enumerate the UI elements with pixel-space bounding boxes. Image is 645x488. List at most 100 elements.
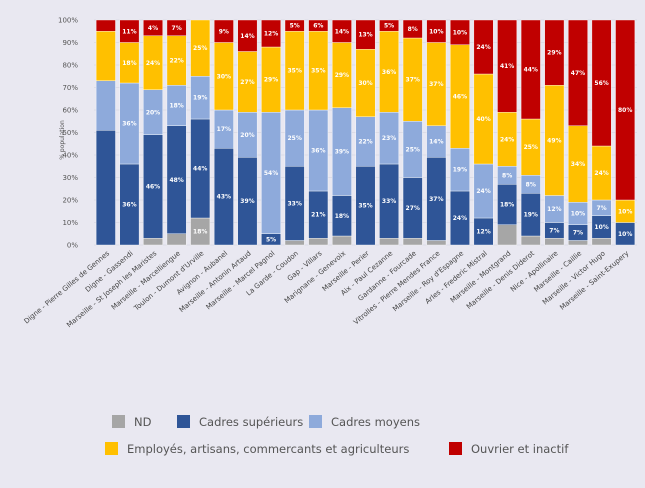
data-label: 44% [524,67,538,74]
y-tick-label: 60% [62,107,78,115]
bar-stack: 18% 39% 29% 14% [332,19,352,246]
data-label: 46% [453,94,467,101]
bar-segment [261,19,281,48]
bar-segment [213,19,234,43]
data-label: 18% [122,60,136,67]
data-label: 22% [169,58,183,65]
bar-stack: 27% 25% 37% 8% [402,19,423,246]
bar-segment [284,240,305,246]
data-label: 17% [217,126,231,133]
bar-segment [379,19,399,32]
data-label: 19% [193,95,207,102]
bar-segment [95,130,116,246]
data-label: 37% [429,81,443,88]
bar-segment [615,19,636,201]
legend-label: ND [134,415,152,429]
data-label: 56% [594,80,608,87]
x-tick-label: Marseille - St Joseph les Maristes [65,249,158,329]
y-tick-label: 90% [62,39,78,47]
legend-item: Cadres supérieurs [177,415,303,429]
data-label: 30% [358,80,372,87]
bar-stack [95,19,116,246]
legend-item: Employés, artisans, commercants et agric… [105,442,409,456]
bar-stack: 18% 8% 24% 41% [497,19,518,246]
legend-swatch [177,415,190,428]
y-tick-label: 80% [62,62,78,70]
bar-segment [332,235,352,246]
bar-stack: 48% 18% 22% 7% [166,19,187,246]
legend-swatch [112,415,125,428]
data-label: 24% [453,215,467,222]
data-label: 27% [240,79,254,86]
data-label: 18% [335,213,349,220]
data-label: 21% [311,212,325,219]
bar-segment [497,19,518,113]
y-tick-label: 50% [62,129,78,137]
bar-stack: 10% 10% 80% [615,19,636,246]
data-label: 37% [406,77,420,84]
data-label: 20% [146,109,160,116]
data-label: 8% [502,172,512,179]
data-label: 5% [290,23,300,30]
bar-segment [520,19,541,120]
y-tick-label: 0% [67,242,78,250]
data-label: 10% [618,231,632,238]
data-label: 37% [429,196,443,203]
bar-stack: 36% 36% 18% 11% [119,19,140,246]
legend-swatch [105,442,118,455]
bar-segment [568,19,588,126]
data-label: 14% [240,33,254,40]
bar-segment [497,224,518,246]
data-label: 29% [335,72,349,79]
data-label: 23% [382,135,396,142]
bar-segment [591,238,612,246]
data-label: 22% [358,139,372,146]
data-label: 13% [358,32,372,39]
data-label: 41% [500,63,514,70]
bar-segment [143,19,163,36]
data-label: 35% [358,203,372,210]
bar-segment [95,80,116,131]
y-tick-label: 30% [62,174,78,182]
bar-segment [568,240,588,246]
y-axis-ticks: 0% 10% 20% 30% 40% 50% 60% 70% 80% 90% 100% [58,17,78,250]
data-label: 10% [594,224,608,231]
data-label: 27% [406,205,420,212]
y-tick-label: 10% [62,219,78,227]
data-label: 39% [335,149,349,156]
data-label: 8% [526,181,536,188]
bar-stack: 33% 23% 36% 5% [379,19,399,246]
bar-stack: 5% 54% 29% 12% [261,19,281,246]
y-tick-label: 100% [58,17,78,25]
data-label: 10% [429,28,443,35]
data-label: 20% [240,132,254,139]
bar-segment [166,19,187,36]
data-label: 19% [524,212,538,219]
bars: 36% 36% 18% 11% 46% 20% 24% 4% 48% 18% 22% 7% 18% 44%… [95,19,636,246]
data-label: 30% [217,73,231,80]
bar-segment [166,233,187,246]
bar-stack: 24% 19% 46% 10% [450,19,470,246]
data-label: 35% [287,68,301,75]
data-label: 7% [596,205,606,212]
legend-swatch [309,415,322,428]
legend-item: Cadres moyens [309,415,420,429]
y-tick-label: 40% [62,152,78,160]
data-label: 14% [335,28,349,35]
bar-stack: 43% 17% 30% 9% [213,19,234,246]
bar-segment [402,238,423,246]
y-axis-label: % population [59,120,66,160]
data-label: 9% [219,28,229,35]
data-label: 25% [406,146,420,153]
bar-stack: 18% 44% 19% 25% [190,19,211,246]
y-tick-label: 20% [62,197,78,205]
bar-stack: 39% 20% 27% 14% [237,19,258,246]
data-label: 12% [476,229,490,236]
legend-label: Cadres supérieurs [199,415,303,429]
data-label: 34% [571,161,585,168]
bar-segment [591,19,612,147]
bar-segment [450,19,470,45]
data-label: 80% [618,107,632,114]
bar-segment [190,19,211,77]
